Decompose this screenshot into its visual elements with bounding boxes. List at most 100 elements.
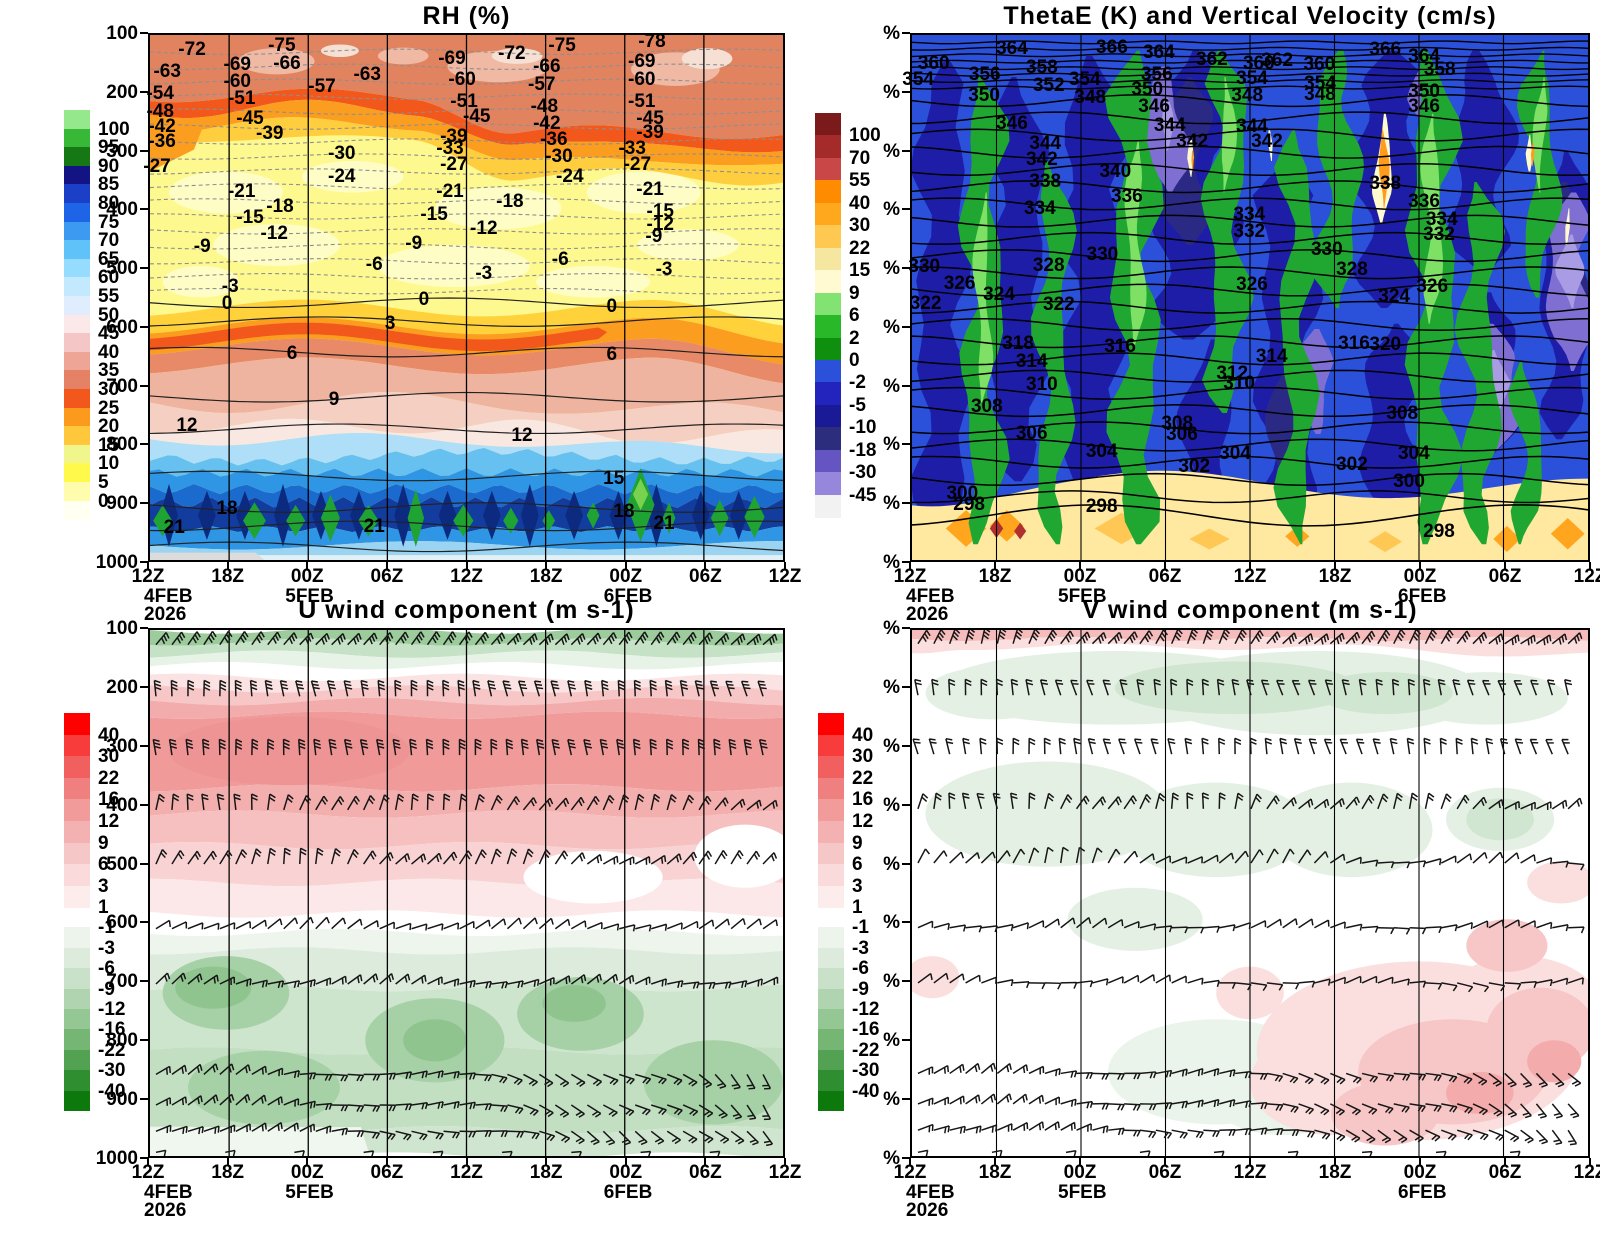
contour-label: 308 (970, 395, 1003, 417)
contour-label: 308 (1386, 402, 1419, 424)
contour-label: -18 (266, 195, 294, 217)
contour-label: -39 (440, 126, 468, 148)
x-tick (1504, 1158, 1506, 1165)
colorbar-label: 85 (98, 174, 120, 196)
y-tick (140, 1098, 148, 1101)
colorbar-swatch (815, 135, 841, 159)
colorbar-swatch (64, 1029, 90, 1051)
field-blob (377, 244, 530, 287)
x-tick (1419, 1158, 1421, 1165)
colorbar-swatch (818, 842, 844, 865)
field-streak (972, 192, 994, 403)
contour-label: 350 (1408, 81, 1440, 103)
x-tick-label: 00Z (1063, 1162, 1097, 1183)
colorbar-swatch (64, 947, 90, 969)
colorbar-label: -30 (849, 462, 877, 484)
colorbar-swatch (815, 225, 841, 249)
y-tick-label: 600 (106, 316, 138, 338)
y-tick (140, 1157, 148, 1159)
field-diamond (1014, 522, 1027, 540)
colorbar-swatch (815, 472, 841, 496)
x-tick (1589, 562, 1591, 569)
colorbar-label: 30 (849, 215, 871, 237)
field-streak (1378, 129, 1390, 209)
x-tick (1334, 1158, 1336, 1165)
contour-label: -3 (655, 258, 673, 280)
x-tick (1249, 1158, 1251, 1165)
x-tick-label: 00Z (609, 1162, 643, 1183)
contour-label: -72 (498, 43, 526, 65)
y-tick-label: % (883, 1030, 900, 1052)
x-tick-label: 06Z (1148, 566, 1182, 587)
colorbar-label: -40 (852, 1080, 880, 1102)
wind-barb-row (155, 847, 778, 866)
x-tick-label: 12Z (1573, 566, 1600, 587)
colorbar-swatch (64, 128, 90, 148)
colorbar-label: 70 (98, 230, 120, 252)
field-blob (542, 985, 606, 1022)
contour-label: 312 (1216, 363, 1249, 385)
contour-label: 358 (1423, 58, 1456, 80)
contour-label: -24 (328, 165, 356, 187)
contour-label: -51 (628, 91, 656, 113)
field-streak (1273, 129, 1320, 545)
colorbar-label: -2 (849, 372, 866, 394)
field-streak (1565, 208, 1570, 245)
contour-label: -9 (645, 226, 663, 248)
y-tick-label: 100 (106, 618, 138, 639)
colorbar-swatch (815, 113, 841, 136)
colorbar-swatch (818, 821, 844, 844)
x-tick-label: 12Z (131, 1162, 165, 1183)
colorbar-label: 22 (98, 767, 120, 789)
colorbar-swatch (815, 180, 841, 204)
colorbar-swatch (815, 359, 841, 383)
contour-label: -15 (420, 203, 448, 225)
x-tick (704, 562, 707, 569)
colorbar-swatch (64, 864, 90, 887)
y-tick-label: % (883, 316, 900, 338)
contour-label: 348 (1231, 84, 1264, 106)
contour-label: -69 (438, 47, 466, 69)
colorbar-swatch (64, 296, 90, 316)
field-streak (1200, 50, 1254, 414)
contour-label: 342 (1176, 130, 1209, 152)
field-blob (536, 266, 651, 298)
colorbar-swatch (818, 1049, 844, 1071)
y-tick (140, 744, 148, 747)
x-tick (226, 562, 229, 569)
contour-label: 300 (1393, 471, 1425, 492)
contour-label: 300 (946, 483, 979, 505)
field-blob (1114, 661, 1359, 715)
field-diamond (453, 504, 474, 537)
y-tick-label: % (883, 552, 900, 573)
colorbar-swatch (64, 734, 90, 757)
contour-label: 360 (917, 53, 950, 75)
field-diamond (153, 504, 173, 537)
contour-label: 364 (1142, 41, 1175, 63)
x-tick-label: 12Z (1233, 1162, 1267, 1183)
y-tick (902, 1157, 910, 1159)
colorbar-label: 22 (852, 767, 874, 789)
contour-label: -72 (178, 38, 206, 60)
field-diamond (198, 490, 216, 540)
y-tick-label: 400 (106, 199, 138, 221)
panel-title-u: U wind component (m s-1) (298, 596, 635, 624)
y-tick-label: % (883, 794, 900, 816)
y-tick (902, 208, 910, 211)
x-tick-label: 00Z (290, 1162, 324, 1183)
field-diamond (1550, 518, 1585, 550)
y-tick-label: 500 (106, 258, 138, 280)
colorbar-swatch (818, 968, 844, 990)
y-tick-label: 500 (106, 853, 138, 875)
contour-label: 344 (1153, 114, 1186, 136)
contour-label: -24 (556, 165, 584, 187)
colorbar-swatch (815, 247, 841, 271)
contour-label: 350 (968, 84, 1000, 106)
date-label-end: 6FEB (1398, 586, 1447, 607)
contour-label: 358 (1026, 56, 1058, 78)
y-tick-label: % (883, 912, 900, 934)
colorbar-swatch (64, 203, 90, 223)
y-tick (140, 443, 148, 446)
contour-label: -75 (268, 35, 296, 57)
